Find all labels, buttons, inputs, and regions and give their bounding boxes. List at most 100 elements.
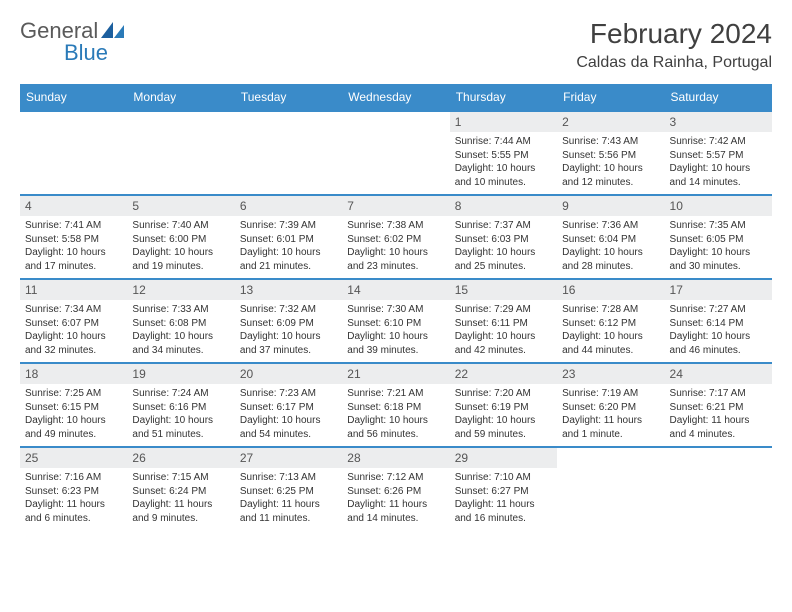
day-info: Sunrise: 7:16 AMSunset: 6:23 PMDaylight:… — [20, 468, 127, 528]
day-header-tuesday: Tuesday — [235, 84, 342, 111]
day-header-wednesday: Wednesday — [342, 84, 449, 111]
day-header-row: SundayMondayTuesdayWednesdayThursdayFrid… — [20, 84, 772, 111]
title-block: February 2024 Caldas da Rainha, Portugal — [576, 18, 772, 72]
day-cell: 24Sunrise: 7:17 AMSunset: 6:21 PMDayligh… — [665, 363, 772, 447]
day-cell: 6Sunrise: 7:39 AMSunset: 6:01 PMDaylight… — [235, 195, 342, 279]
day-info: Sunrise: 7:38 AMSunset: 6:02 PMDaylight:… — [342, 216, 449, 276]
day-number: 7 — [342, 196, 449, 216]
day-cell: 3Sunrise: 7:42 AMSunset: 5:57 PMDaylight… — [665, 111, 772, 195]
day-info: Sunrise: 7:40 AMSunset: 6:00 PMDaylight:… — [127, 216, 234, 276]
day-info: Sunrise: 7:36 AMSunset: 6:04 PMDaylight:… — [557, 216, 664, 276]
day-info: Sunrise: 7:44 AMSunset: 5:55 PMDaylight:… — [450, 132, 557, 192]
day-number: 27 — [235, 448, 342, 468]
day-cell: 7Sunrise: 7:38 AMSunset: 6:02 PMDaylight… — [342, 195, 449, 279]
day-cell: 9Sunrise: 7:36 AMSunset: 6:04 PMDaylight… — [557, 195, 664, 279]
day-info: Sunrise: 7:25 AMSunset: 6:15 PMDaylight:… — [20, 384, 127, 444]
day-info: Sunrise: 7:33 AMSunset: 6:08 PMDaylight:… — [127, 300, 234, 360]
day-info: Sunrise: 7:21 AMSunset: 6:18 PMDaylight:… — [342, 384, 449, 444]
day-cell: 23Sunrise: 7:19 AMSunset: 6:20 PMDayligh… — [557, 363, 664, 447]
day-cell — [557, 447, 664, 531]
day-number: 17 — [665, 280, 772, 300]
day-number: 19 — [127, 364, 234, 384]
day-cell: 25Sunrise: 7:16 AMSunset: 6:23 PMDayligh… — [20, 447, 127, 531]
day-number: 28 — [342, 448, 449, 468]
day-cell: 4Sunrise: 7:41 AMSunset: 5:58 PMDaylight… — [20, 195, 127, 279]
day-info: Sunrise: 7:15 AMSunset: 6:24 PMDaylight:… — [127, 468, 234, 528]
day-cell — [20, 111, 127, 195]
day-cell: 27Sunrise: 7:13 AMSunset: 6:25 PMDayligh… — [235, 447, 342, 531]
day-number: 10 — [665, 196, 772, 216]
day-info: Sunrise: 7:30 AMSunset: 6:10 PMDaylight:… — [342, 300, 449, 360]
day-cell: 5Sunrise: 7:40 AMSunset: 6:00 PMDaylight… — [127, 195, 234, 279]
day-cell: 8Sunrise: 7:37 AMSunset: 6:03 PMDaylight… — [450, 195, 557, 279]
day-number: 24 — [665, 364, 772, 384]
day-info: Sunrise: 7:10 AMSunset: 6:27 PMDaylight:… — [450, 468, 557, 528]
day-info: Sunrise: 7:29 AMSunset: 6:11 PMDaylight:… — [450, 300, 557, 360]
day-number: 5 — [127, 196, 234, 216]
day-cell: 14Sunrise: 7:30 AMSunset: 6:10 PMDayligh… — [342, 279, 449, 363]
day-cell: 15Sunrise: 7:29 AMSunset: 6:11 PMDayligh… — [450, 279, 557, 363]
day-number: 18 — [20, 364, 127, 384]
day-info: Sunrise: 7:17 AMSunset: 6:21 PMDaylight:… — [665, 384, 772, 444]
day-number: 2 — [557, 112, 664, 132]
day-cell — [342, 111, 449, 195]
day-info: Sunrise: 7:34 AMSunset: 6:07 PMDaylight:… — [20, 300, 127, 360]
logo: GeneralBlue — [20, 18, 125, 66]
day-info: Sunrise: 7:37 AMSunset: 6:03 PMDaylight:… — [450, 216, 557, 276]
day-cell: 11Sunrise: 7:34 AMSunset: 6:07 PMDayligh… — [20, 279, 127, 363]
week-row: 11Sunrise: 7:34 AMSunset: 6:07 PMDayligh… — [20, 279, 772, 363]
day-info: Sunrise: 7:41 AMSunset: 5:58 PMDaylight:… — [20, 216, 127, 276]
day-info: Sunrise: 7:28 AMSunset: 6:12 PMDaylight:… — [557, 300, 664, 360]
day-info: Sunrise: 7:27 AMSunset: 6:14 PMDaylight:… — [665, 300, 772, 360]
day-cell: 12Sunrise: 7:33 AMSunset: 6:08 PMDayligh… — [127, 279, 234, 363]
day-cell — [235, 111, 342, 195]
day-header-friday: Friday — [557, 84, 664, 111]
day-number: 13 — [235, 280, 342, 300]
day-info: Sunrise: 7:43 AMSunset: 5:56 PMDaylight:… — [557, 132, 664, 192]
day-number: 6 — [235, 196, 342, 216]
calendar-table: SundayMondayTuesdayWednesdayThursdayFrid… — [20, 84, 772, 531]
week-row: 18Sunrise: 7:25 AMSunset: 6:15 PMDayligh… — [20, 363, 772, 447]
day-number: 8 — [450, 196, 557, 216]
day-info: Sunrise: 7:24 AMSunset: 6:16 PMDaylight:… — [127, 384, 234, 444]
day-info: Sunrise: 7:39 AMSunset: 6:01 PMDaylight:… — [235, 216, 342, 276]
day-info: Sunrise: 7:42 AMSunset: 5:57 PMDaylight:… — [665, 132, 772, 192]
day-cell: 16Sunrise: 7:28 AMSunset: 6:12 PMDayligh… — [557, 279, 664, 363]
day-cell: 28Sunrise: 7:12 AMSunset: 6:26 PMDayligh… — [342, 447, 449, 531]
day-cell: 22Sunrise: 7:20 AMSunset: 6:19 PMDayligh… — [450, 363, 557, 447]
week-row: 1Sunrise: 7:44 AMSunset: 5:55 PMDaylight… — [20, 111, 772, 195]
day-info: Sunrise: 7:13 AMSunset: 6:25 PMDaylight:… — [235, 468, 342, 528]
day-number: 20 — [235, 364, 342, 384]
day-header-sunday: Sunday — [20, 84, 127, 111]
day-cell — [127, 111, 234, 195]
day-number: 16 — [557, 280, 664, 300]
week-row: 25Sunrise: 7:16 AMSunset: 6:23 PMDayligh… — [20, 447, 772, 531]
month-title: February 2024 — [576, 18, 772, 50]
day-info: Sunrise: 7:19 AMSunset: 6:20 PMDaylight:… — [557, 384, 664, 444]
week-row: 4Sunrise: 7:41 AMSunset: 5:58 PMDaylight… — [20, 195, 772, 279]
day-info: Sunrise: 7:32 AMSunset: 6:09 PMDaylight:… — [235, 300, 342, 360]
day-info: Sunrise: 7:35 AMSunset: 6:05 PMDaylight:… — [665, 216, 772, 276]
day-number: 14 — [342, 280, 449, 300]
day-number: 15 — [450, 280, 557, 300]
day-cell: 2Sunrise: 7:43 AMSunset: 5:56 PMDaylight… — [557, 111, 664, 195]
location-label: Caldas da Rainha, Portugal — [576, 54, 772, 72]
day-cell — [665, 447, 772, 531]
day-number: 25 — [20, 448, 127, 468]
day-number: 22 — [450, 364, 557, 384]
day-cell: 29Sunrise: 7:10 AMSunset: 6:27 PMDayligh… — [450, 447, 557, 531]
day-cell: 19Sunrise: 7:24 AMSunset: 6:16 PMDayligh… — [127, 363, 234, 447]
day-header-saturday: Saturday — [665, 84, 772, 111]
day-cell: 26Sunrise: 7:15 AMSunset: 6:24 PMDayligh… — [127, 447, 234, 531]
day-header-monday: Monday — [127, 84, 234, 111]
page-header: GeneralBlue February 2024 Caldas da Rain… — [20, 18, 772, 72]
day-number: 26 — [127, 448, 234, 468]
day-number: 21 — [342, 364, 449, 384]
day-header-thursday: Thursday — [450, 84, 557, 111]
day-cell: 1Sunrise: 7:44 AMSunset: 5:55 PMDaylight… — [450, 111, 557, 195]
day-cell: 20Sunrise: 7:23 AMSunset: 6:17 PMDayligh… — [235, 363, 342, 447]
day-number: 29 — [450, 448, 557, 468]
day-number: 11 — [20, 280, 127, 300]
day-number: 3 — [665, 112, 772, 132]
day-cell: 18Sunrise: 7:25 AMSunset: 6:15 PMDayligh… — [20, 363, 127, 447]
